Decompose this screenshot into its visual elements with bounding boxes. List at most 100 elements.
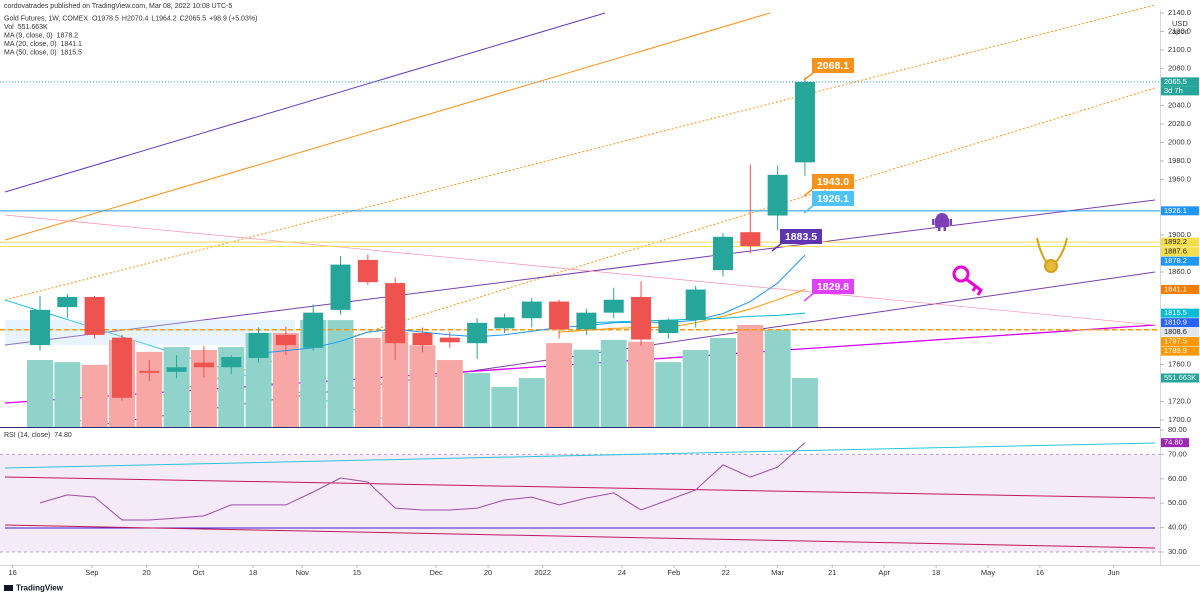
price-label-box <box>1161 308 1199 318</box>
footer: TradingView <box>16 584 64 593</box>
moving-average <box>258 254 806 354</box>
candle-body <box>467 322 488 344</box>
plot: 2068.1 1943.0 1926.1 1883.5 1829.8 <box>0 58 1160 521</box>
candle-body <box>521 301 542 319</box>
legend-name: MA (9, close, 0) <box>4 32 53 39</box>
candle-body <box>439 337 460 343</box>
moving-average <box>559 288 806 333</box>
volume-bar <box>655 362 682 427</box>
y-tick-label: 2080.0 <box>1168 63 1191 72</box>
volume-label: 551.663K <box>1164 373 1196 382</box>
y-tick-label: 1720.0 <box>1168 396 1191 405</box>
price-label: 1815.5 <box>1164 308 1187 317</box>
candle-body <box>631 296 652 340</box>
callout-label: 1943.0 <box>817 176 849 188</box>
callout-pointer <box>803 71 815 81</box>
volume-bar <box>628 341 655 427</box>
trend-line <box>4 4 1156 301</box>
x-tick-label: 16 <box>1036 568 1044 577</box>
volume-bar <box>464 372 491 427</box>
key-icon <box>952 265 983 296</box>
rsi-label-box <box>1161 438 1189 448</box>
rsi-line <box>39 442 806 521</box>
candle-body <box>603 299 624 313</box>
rsi-band <box>0 454 1160 553</box>
x-tick-label: Sep <box>85 568 98 577</box>
callout-label: 2068.1 <box>817 60 849 72</box>
volume-bar <box>710 338 736 427</box>
x-tick-label: Oct <box>193 568 206 577</box>
ohlc-value: L1964.2 <box>151 15 176 22</box>
y-tick-label: 1980.0 <box>1168 156 1191 165</box>
countdown: 3d 7h <box>1164 86 1183 95</box>
y-tick-label: 60.00 <box>1168 474 1187 483</box>
legend-value: 551.663K <box>18 24 48 31</box>
candle-body <box>494 317 515 329</box>
volume-bar <box>518 378 545 427</box>
candle-body <box>658 320 679 334</box>
x-tick-label: 18 <box>249 568 257 577</box>
x-tick-label: 15 <box>353 568 361 577</box>
price-label-box <box>1161 247 1199 257</box>
candle-body <box>685 289 706 321</box>
axis-note: apoc <box>1172 27 1189 36</box>
volume-bar <box>327 320 354 427</box>
price-label: 1887.6 <box>1164 247 1187 256</box>
candle-body <box>385 283 406 344</box>
trend-line <box>4 214 1156 326</box>
volume-bar <box>682 349 709 427</box>
chain-icon <box>1036 237 1068 273</box>
y-tick-label: 1960.0 <box>1168 174 1191 183</box>
candle-body <box>303 312 324 348</box>
countdown-box <box>1161 86 1199 96</box>
legend-name: MA (20, close, 0) <box>4 41 57 48</box>
x-tick-label: Mar <box>771 568 784 577</box>
y-tick-label: 2140.0 <box>1168 8 1191 17</box>
candle-body <box>193 362 214 368</box>
price-label-box <box>1161 318 1199 328</box>
x-tick-label: May <box>981 568 995 577</box>
volume-bar <box>409 345 436 427</box>
rsi-label: 74.80 <box>1164 438 1183 447</box>
legend-value: 1815.5 <box>61 49 83 56</box>
candle-body <box>221 357 242 368</box>
callout-label: 1883.5 <box>785 231 817 243</box>
legend-name: MA (50, close, 0) <box>4 49 57 56</box>
candle-body <box>740 232 761 247</box>
y-tick-label: 40.00 <box>1168 523 1187 532</box>
trend-line <box>4 12 771 241</box>
volume-bar <box>354 338 381 427</box>
volume-bar <box>81 364 108 427</box>
candle-body <box>111 337 132 398</box>
volume-bar <box>546 343 573 427</box>
x-tick-label: Dec <box>429 568 443 577</box>
rsi-trend-line <box>4 442 1156 469</box>
callout-pointer <box>803 204 815 214</box>
price-label: 1878.2 <box>1164 256 1187 265</box>
volume-bar <box>737 325 764 427</box>
callout-pointer <box>803 187 815 197</box>
callout-label: 1926.1 <box>817 193 849 205</box>
price-label: 1808.6 <box>1164 327 1187 336</box>
volume-bar <box>436 360 463 427</box>
callout-label: 1829.8 <box>817 281 849 293</box>
callout-box <box>812 174 854 189</box>
volume-bar <box>27 360 53 427</box>
price-label-box <box>1161 206 1199 216</box>
price-label-box <box>1161 337 1199 347</box>
y-tick-label: 2000.0 <box>1168 137 1191 146</box>
y-tick-label: 30.00 <box>1168 547 1187 556</box>
candle-body <box>57 296 78 308</box>
y-tick-label: 80.00 <box>1168 425 1187 434</box>
legend-value: 1841.1 <box>61 41 83 48</box>
trend-line <box>4 199 1156 346</box>
candle-body <box>794 81 815 163</box>
price-label-box <box>1161 237 1199 247</box>
legend-name: Vol <box>4 24 14 31</box>
callout-box <box>812 279 854 294</box>
candle-body <box>330 264 351 310</box>
x-tick-label: 22 <box>722 568 730 577</box>
price-label: 1841.1 <box>1164 284 1187 293</box>
